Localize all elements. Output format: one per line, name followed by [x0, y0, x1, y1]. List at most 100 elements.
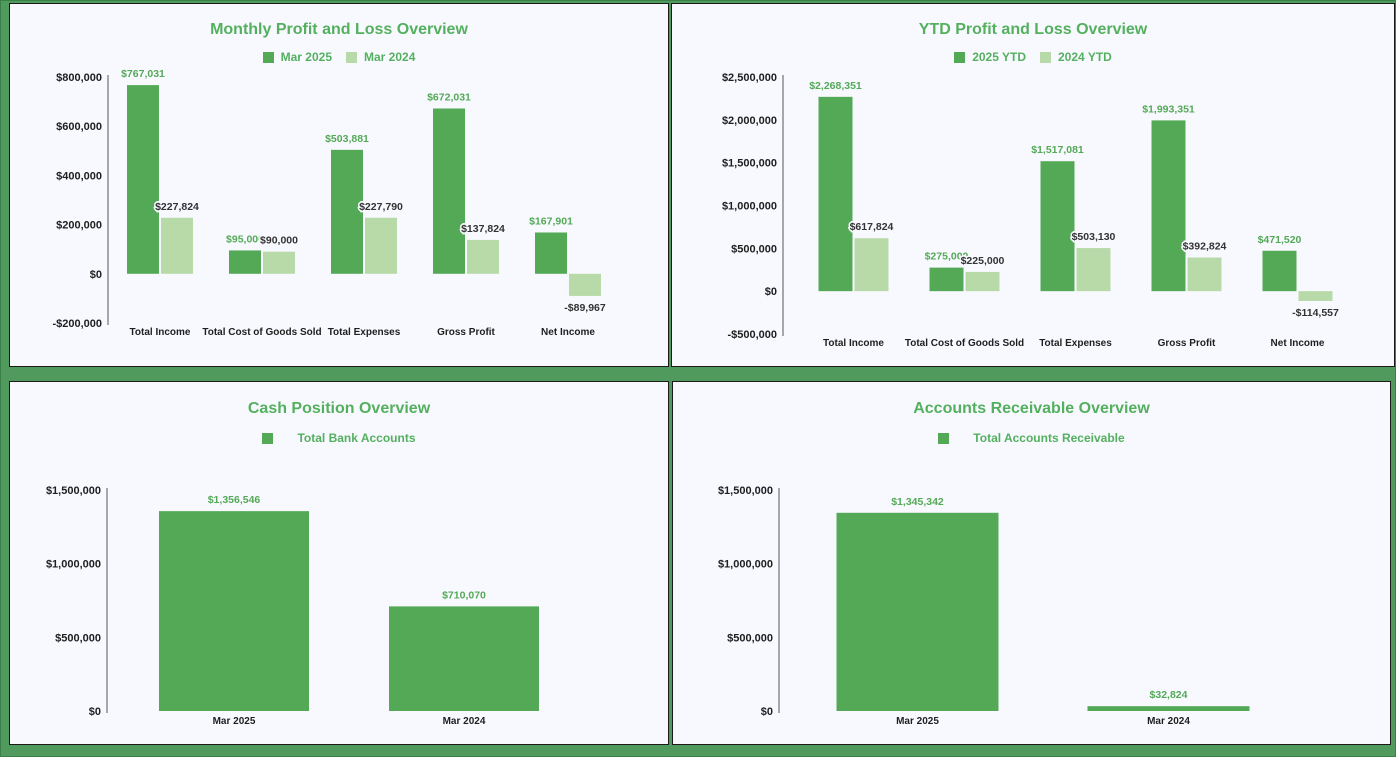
y-tick-label: -$200,000	[52, 318, 102, 330]
bar-total-bank-accounts	[389, 606, 539, 711]
legend-label: Total Accounts Receivable	[973, 431, 1125, 445]
legend-item[interactable]: Mar 2025	[262, 50, 332, 64]
data-label: $710,070	[442, 589, 486, 601]
y-tick-label: $400,000	[56, 170, 102, 182]
legend-swatch-primary	[262, 432, 274, 444]
y-tick-label: $1,000,000	[46, 559, 101, 571]
monthly-pl-chart-panel: Monthly Profit and Loss Overview Mar 202…	[9, 3, 669, 367]
y-tick-label: $500,000	[55, 632, 101, 644]
y-tick-label: $800,000	[56, 72, 102, 84]
chart-legend[interactable]: Mar 2025 Mar 2024	[10, 50, 668, 64]
legend-label: Mar 2024	[364, 50, 416, 64]
y-tick-label: $200,000	[56, 220, 102, 232]
data-label: -$89,967	[564, 302, 606, 314]
y-tick-label: $1,500,000	[46, 485, 101, 497]
chart-title: YTD Profit and Loss Overview	[918, 21, 1148, 38]
bar-total-accounts-receivable	[836, 512, 999, 711]
y-tick-label: $1,500,000	[722, 158, 777, 170]
y-tick-label: $0	[761, 706, 773, 718]
chart-title: Cash Position Overview	[247, 400, 431, 417]
data-label: $137,824	[461, 223, 505, 235]
data-label: $227,824	[155, 201, 199, 213]
y-tick-label: $1,500,000	[718, 485, 773, 497]
chart-title: Accounts Receivable Overview	[913, 400, 1150, 417]
bar-mar-2025	[127, 85, 159, 274]
x-category-label: Total Expenses	[328, 327, 401, 338]
data-label: $503,881	[325, 133, 369, 145]
data-label: $90,000	[260, 235, 298, 247]
x-category-label: Total Expenses	[1039, 338, 1112, 349]
bar-total-bank-accounts	[159, 511, 309, 711]
bar-2025-ytd	[1151, 120, 1186, 292]
legend-label: Total Bank Accounts	[297, 431, 416, 445]
x-category-label: Mar 2025	[896, 716, 939, 727]
legend-swatch-primary	[954, 51, 966, 63]
data-label: -$114,557	[1292, 307, 1339, 319]
x-category-label: Total Income	[823, 338, 884, 349]
bar-mar-2024	[467, 239, 499, 274]
data-label: $767,031	[121, 68, 165, 80]
y-tick-label: $500,000	[727, 632, 773, 644]
chart-title: Monthly Profit and Loss Overview	[210, 21, 468, 38]
bar-mar-2024	[365, 217, 397, 274]
chart-legend[interactable]: 2025 YTD 2024 YTD	[672, 50, 1394, 64]
accounts-receivable-chart-panel: Accounts Receivable Overview Total Accou…	[672, 381, 1391, 745]
data-label: $275,000	[925, 251, 969, 263]
cash-position-chart-panel: Cash Position Overview Total Bank Accoun…	[9, 381, 669, 745]
y-tick-label: $0	[765, 286, 777, 298]
legend-swatch-primary	[262, 51, 274, 63]
y-tick-label: $2,500,000	[722, 72, 777, 84]
legend-label: 2024 YTD	[1058, 50, 1112, 64]
x-category-label: Net Income	[541, 327, 595, 338]
ytd-pl-chart-panel: YTD Profit and Loss Overview 2025 YTD 20…	[671, 3, 1395, 367]
legend-item[interactable]: Total Accounts Receivable	[938, 431, 1125, 445]
bar-2025-ytd	[929, 267, 964, 292]
data-label: $95,000	[226, 233, 264, 245]
bar-mar-2025	[433, 108, 465, 274]
y-tick-label: $600,000	[56, 121, 102, 133]
bar-mar-2024	[161, 217, 193, 274]
legend-item[interactable]: Mar 2024	[346, 50, 415, 64]
data-label: $392,824	[1183, 241, 1227, 253]
data-label: $672,031	[427, 91, 471, 103]
y-tick-label: $0	[90, 269, 102, 281]
bar-mar-2025	[535, 232, 567, 274]
chart-legend[interactable]: Total Bank Accounts	[10, 431, 668, 445]
y-tick-label: $0	[89, 706, 101, 718]
x-category-label: Total Cost of Goods Sold	[905, 338, 1024, 349]
data-label: $1,356,546	[208, 494, 261, 506]
data-label: $1,993,351	[1142, 103, 1195, 115]
data-label: $167,901	[529, 215, 573, 227]
x-category-label: Net Income	[1271, 338, 1325, 349]
y-tick-label: -$500,000	[727, 329, 777, 341]
data-label: $1,345,342	[891, 496, 944, 508]
chart-legend[interactable]: Total Accounts Receivable	[673, 431, 1390, 445]
legend-label: Mar 2025	[280, 50, 332, 64]
y-tick-label: $1,000,000	[722, 201, 777, 213]
bar-total-accounts-receivable	[1087, 706, 1250, 711]
bar-mar-2025	[229, 250, 261, 274]
bar-2024-ytd	[1298, 291, 1333, 301]
x-category-label: Total Income	[130, 327, 191, 338]
legend-label: 2025 YTD	[972, 50, 1026, 64]
data-label: $225,000	[961, 255, 1005, 267]
legend-item[interactable]: 2024 YTD	[1040, 50, 1112, 64]
data-label: $1,517,081	[1031, 144, 1084, 156]
bar-mar-2024	[263, 251, 295, 274]
bar-mar-2025	[331, 149, 363, 274]
x-category-label: Mar 2024	[443, 716, 486, 727]
legend-swatch-secondary	[1040, 51, 1051, 63]
legend-swatch-primary	[938, 432, 950, 444]
x-category-label: Mar 2025	[213, 716, 256, 727]
legend-item[interactable]: 2025 YTD	[954, 50, 1026, 64]
x-category-label: Gross Profit	[1158, 338, 1216, 349]
legend-item[interactable]: Total Bank Accounts	[262, 431, 416, 445]
data-label: $471,520	[1258, 234, 1302, 246]
data-label: $227,790	[359, 201, 403, 213]
x-category-label: Total Cost of Goods Sold	[202, 327, 321, 338]
data-label: $32,824	[1150, 689, 1188, 701]
bar-2024-ytd	[965, 271, 1000, 292]
y-tick-label: $1,000,000	[718, 559, 773, 571]
bar-mar-2024	[569, 273, 601, 296]
